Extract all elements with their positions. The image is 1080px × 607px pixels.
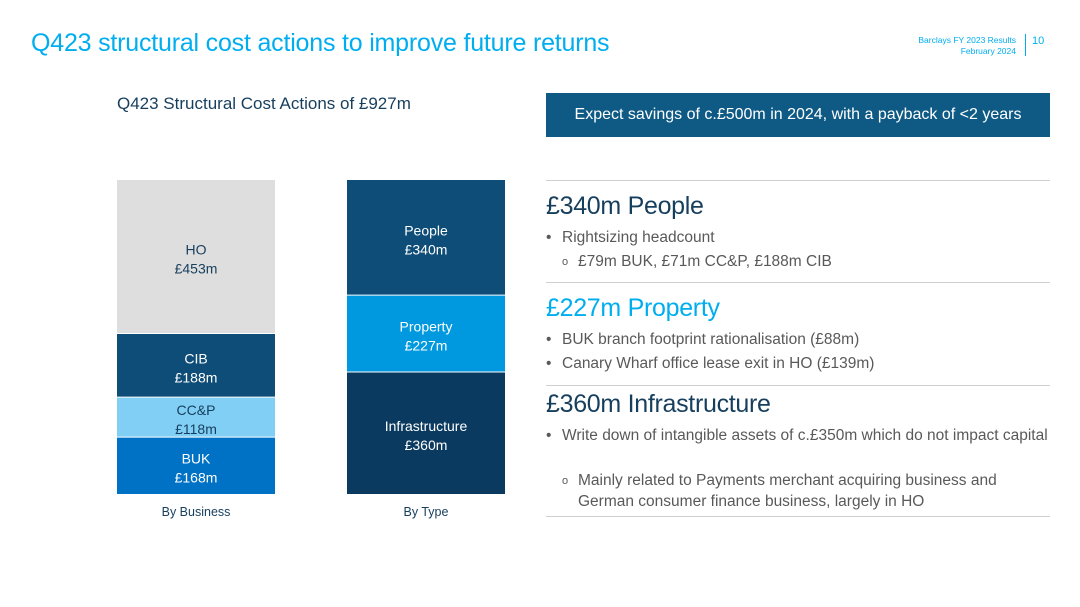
bar-segment-infrastructure: [347, 372, 505, 494]
report-name: Barclays FY 2023 Results: [918, 35, 1016, 45]
segment-value-label: £453m: [175, 261, 218, 277]
people-sub-bullet: o £79m BUK, £71m CC&P, £188m CIB: [562, 251, 1050, 272]
segment-label: HO: [186, 242, 207, 258]
infrastructure-sub-bullet: o Mainly related to Payments merchant ac…: [562, 470, 1050, 512]
header-meta: Barclays FY 2023 Results February 2024: [880, 35, 1016, 57]
segment-label: Infrastructure: [385, 418, 468, 434]
infrastructure-bullet-text: Write down of intangible assets of c.£35…: [562, 427, 1048, 444]
property-bullet-1: • BUK branch footprint rationalisation (…: [546, 329, 1050, 350]
segment-value-label: £227m: [405, 338, 448, 354]
segment-value-label: £168m: [175, 470, 218, 486]
segment-value-label: £360m: [405, 437, 448, 453]
property-bullet-2: • Canary Wharf office lease exit in HO (…: [546, 353, 1050, 374]
bar-segment-ho: [117, 180, 275, 334]
segment-label: CIB: [184, 350, 207, 366]
bullet-glyph: •: [546, 331, 552, 348]
people-bullet: • Rightsizing headcount: [546, 227, 1050, 248]
bar-segment-buk: [117, 437, 275, 494]
bullet-glyph: •: [546, 355, 552, 372]
divider-people: [546, 282, 1050, 283]
bullet-glyph: •: [546, 229, 552, 246]
page-divider: [1025, 34, 1026, 56]
sub-bullet-glyph: o: [562, 475, 569, 487]
bullet-glyph: •: [546, 427, 552, 444]
infrastructure-bullet: • Write down of intangible assets of c.£…: [546, 425, 1050, 446]
page-number: 10: [1032, 35, 1045, 47]
segment-value-label: £188m: [175, 369, 218, 385]
divider-top: [546, 180, 1050, 181]
bar-segment-cc-p: [117, 397, 275, 438]
bar-segment-property: [347, 295, 505, 373]
category-label: By Type: [404, 505, 449, 519]
property-bullet-1-text: BUK branch footprint rationalisation (£8…: [562, 331, 860, 348]
infrastructure-heading: £360m Infrastructure: [546, 390, 771, 418]
segment-label: CC&P: [177, 402, 216, 418]
segment-label: BUK: [182, 451, 211, 467]
stacked-bar-chart: BUK £168m CC&P £118m CIB £188m HO £453m By Busin…: [117, 180, 505, 519]
segment-label: Property: [400, 319, 453, 335]
people-sub-bullet-text: £79m BUK, £71m CC&P, £188m CIB: [578, 253, 832, 270]
slide-title: Q423 structural cost actions to improve …: [31, 29, 610, 57]
people-bullet-text: Rightsizing headcount: [562, 229, 715, 246]
segment-label: People: [404, 223, 448, 239]
bar-segment-cib: [117, 333, 275, 398]
segment-value-label: £118m: [175, 421, 217, 437]
segment-value-label: £340m: [405, 242, 448, 258]
chart-title: Q423 Structural Cost Actions of £927m: [117, 94, 411, 113]
people-heading: £340m People: [546, 192, 704, 220]
bar-segment-people: [347, 180, 505, 296]
property-heading: £227m Property: [546, 294, 720, 322]
infrastructure-sub-bullet-text: Mainly related to Payments merchant acqu…: [578, 472, 997, 510]
divider-property: [546, 385, 1050, 386]
sub-bullet-glyph: o: [562, 256, 569, 268]
category-label: By Business: [162, 505, 231, 519]
property-bullet-2-text: Canary Wharf office lease exit in HO (£1…: [562, 355, 875, 372]
savings-banner: Expect savings of c.£500m in 2024, with …: [546, 93, 1050, 137]
report-date: February 2024: [960, 46, 1016, 56]
divider-bottom: [546, 516, 1050, 517]
